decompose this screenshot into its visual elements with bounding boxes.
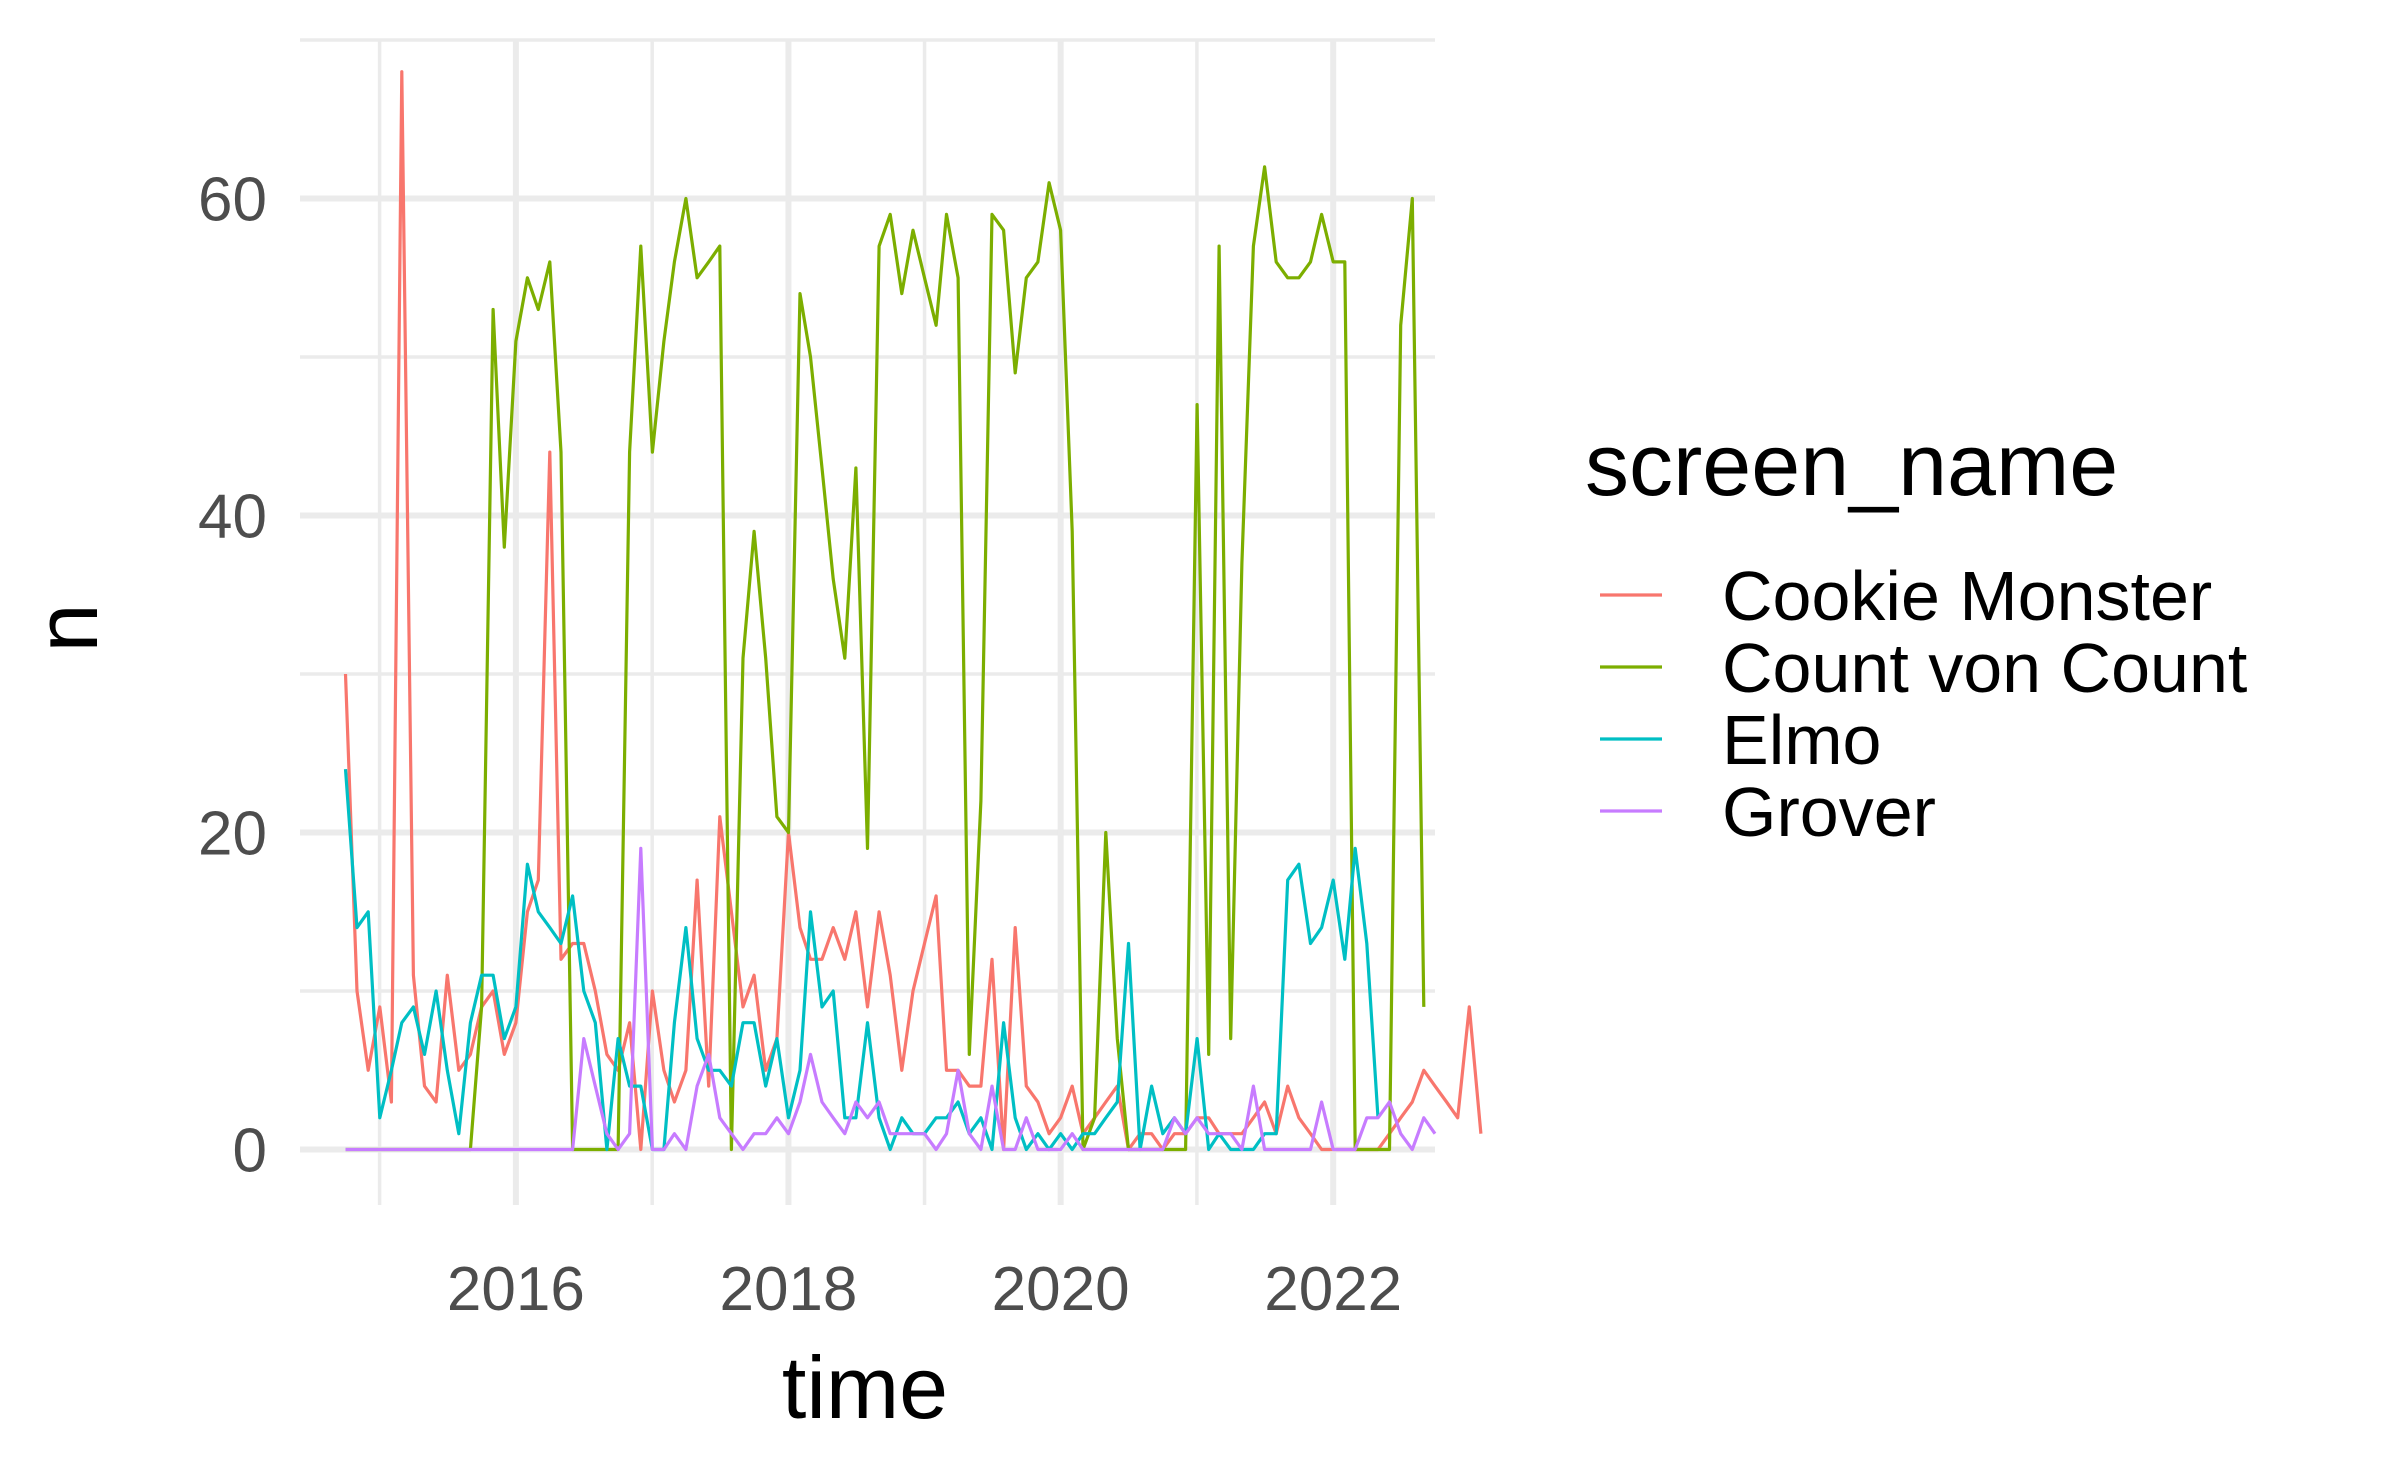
x-axis-tick-labels: 2016 2018 2020 2022	[447, 1255, 1402, 1324]
legend-label: Grover	[1722, 773, 1936, 851]
series-line-grover	[345, 846, 1437, 1152]
minor-gridlines	[300, 38, 1435, 1205]
series-line-count-von-count	[345, 165, 1426, 1152]
x-tick-label: 2022	[1264, 1255, 1402, 1324]
x-tick-label: 2020	[992, 1255, 1130, 1324]
y-axis-title: n	[17, 604, 116, 653]
y-axis-tick-labels: 0 20 40 60	[198, 166, 267, 1186]
legend-label: Elmo	[1722, 701, 1881, 779]
y-tick-label: 60	[198, 166, 267, 235]
x-tick-label: 2016	[447, 1255, 585, 1324]
series-lines	[343, 70, 1483, 1152]
legend-label: Count von Count	[1722, 629, 2247, 707]
x-tick-label: 2018	[719, 1255, 857, 1324]
x-axis-title: time	[782, 1338, 948, 1437]
y-tick-label: 0	[233, 1117, 267, 1186]
y-tick-label: 40	[198, 483, 267, 552]
legend-label: Cookie Monster	[1722, 557, 2212, 635]
y-tick-label: 20	[198, 800, 267, 869]
legend-title: screen_name	[1585, 415, 2118, 514]
